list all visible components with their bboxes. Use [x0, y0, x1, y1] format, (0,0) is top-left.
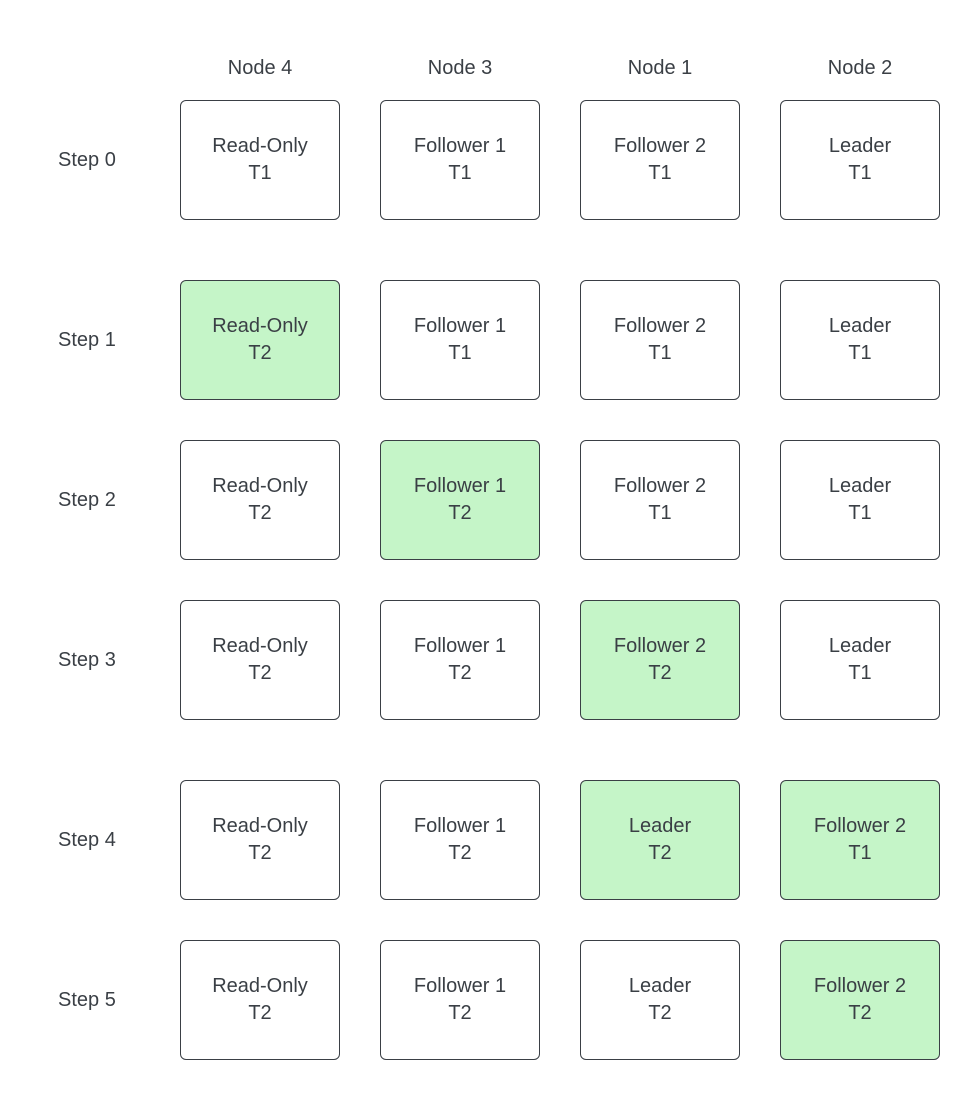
- node-state-box: Follower 2 T2: [580, 600, 740, 720]
- node-role: Follower 1: [413, 635, 507, 657]
- node-role: Read-Only: [212, 635, 308, 657]
- node-term: T1: [648, 342, 672, 364]
- node-state-box: Leader T2: [580, 780, 740, 900]
- node-state-box: Follower 1 T2: [380, 780, 540, 900]
- node-state-box: Leader T1: [780, 100, 940, 220]
- step-label: Step 3: [58, 649, 116, 671]
- node-role: Leader: [628, 815, 692, 837]
- node-state-box: Follower 2 T1: [580, 280, 740, 400]
- node-role: Follower 2: [613, 135, 707, 157]
- node-term: T1: [848, 342, 872, 364]
- node-term: T1: [248, 162, 272, 184]
- node-state-box: Read-Only T2: [180, 600, 340, 720]
- node-role: Leader: [828, 135, 892, 157]
- node-role: Follower 2: [813, 975, 907, 997]
- node-role: Follower 2: [613, 475, 707, 497]
- node-term: T1: [848, 162, 872, 184]
- node-role: Follower 1: [413, 975, 507, 997]
- node-state-box: Leader T1: [780, 440, 940, 560]
- node-role: Follower 1: [413, 315, 507, 337]
- node-term: T2: [848, 1002, 872, 1024]
- node-state-box: Follower 1 T2: [380, 600, 540, 720]
- node-state-box: Read-Only T2: [180, 440, 340, 560]
- node-term: T2: [448, 842, 472, 864]
- step-label: Step 4: [58, 829, 116, 851]
- node-state-box: Read-Only T2: [180, 780, 340, 900]
- step-label: Step 1: [58, 329, 116, 351]
- node-state-box: Follower 2 T1: [580, 440, 740, 560]
- step-label: Step 5: [58, 989, 116, 1011]
- node-role: Read-Only: [212, 975, 308, 997]
- node-term: T2: [248, 1002, 272, 1024]
- node-term: T1: [448, 342, 472, 364]
- node-state-box: Follower 2 T1: [580, 100, 740, 220]
- node-role: Follower 2: [813, 815, 907, 837]
- node-role: Leader: [628, 975, 692, 997]
- node-role: Leader: [828, 475, 892, 497]
- node-term: T2: [248, 662, 272, 684]
- node-state-box: Leader T2: [580, 940, 740, 1060]
- node-term: T1: [448, 162, 472, 184]
- node-term: T2: [248, 342, 272, 364]
- node-term: T2: [248, 842, 272, 864]
- node-term: T1: [848, 842, 872, 864]
- node-role: Follower 2: [613, 315, 707, 337]
- node-term: T2: [448, 1002, 472, 1024]
- node-role: Read-Only: [212, 815, 308, 837]
- step-label: Step 2: [58, 489, 116, 511]
- node-state-box: Follower 1 T1: [380, 100, 540, 220]
- node-state-box: Leader T1: [780, 600, 940, 720]
- node-state-box: Follower 1 T2: [380, 440, 540, 560]
- node-state-box: Follower 1 T2: [380, 940, 540, 1060]
- node-state-box: Read-Only T2: [180, 280, 340, 400]
- column-header-node-4: Node 4: [227, 57, 293, 79]
- column-header-node-3: Node 3: [427, 57, 493, 79]
- node-term: T2: [448, 662, 472, 684]
- node-role: Follower 1: [413, 135, 507, 157]
- node-state-box: Follower 1 T1: [380, 280, 540, 400]
- step-label: Step 0: [58, 149, 116, 171]
- node-term: T2: [248, 502, 272, 524]
- node-role: Read-Only: [212, 315, 308, 337]
- node-role: Follower 1: [413, 475, 507, 497]
- node-term: T1: [848, 502, 872, 524]
- node-term: T1: [648, 502, 672, 524]
- node-term: T2: [648, 842, 672, 864]
- node-role: Follower 1: [413, 815, 507, 837]
- column-header-node-2: Node 2: [827, 57, 893, 79]
- node-term: T1: [648, 162, 672, 184]
- node-role: Read-Only: [212, 135, 308, 157]
- node-role: Follower 2: [613, 635, 707, 657]
- node-term: T2: [448, 502, 472, 524]
- node-state-box: Read-Only T1: [180, 100, 340, 220]
- node-term: T1: [848, 662, 872, 684]
- node-state-box: Read-Only T2: [180, 940, 340, 1060]
- node-term: T2: [648, 1002, 672, 1024]
- node-state-box: Follower 2 T1: [780, 780, 940, 900]
- column-header-node-1: Node 1: [627, 57, 693, 79]
- node-state-box: Leader T1: [780, 280, 940, 400]
- node-role: Read-Only: [212, 475, 308, 497]
- node-term: T2: [648, 662, 672, 684]
- node-state-box: Follower 2 T2: [780, 940, 940, 1060]
- node-role: Leader: [828, 315, 892, 337]
- node-role: Leader: [828, 635, 892, 657]
